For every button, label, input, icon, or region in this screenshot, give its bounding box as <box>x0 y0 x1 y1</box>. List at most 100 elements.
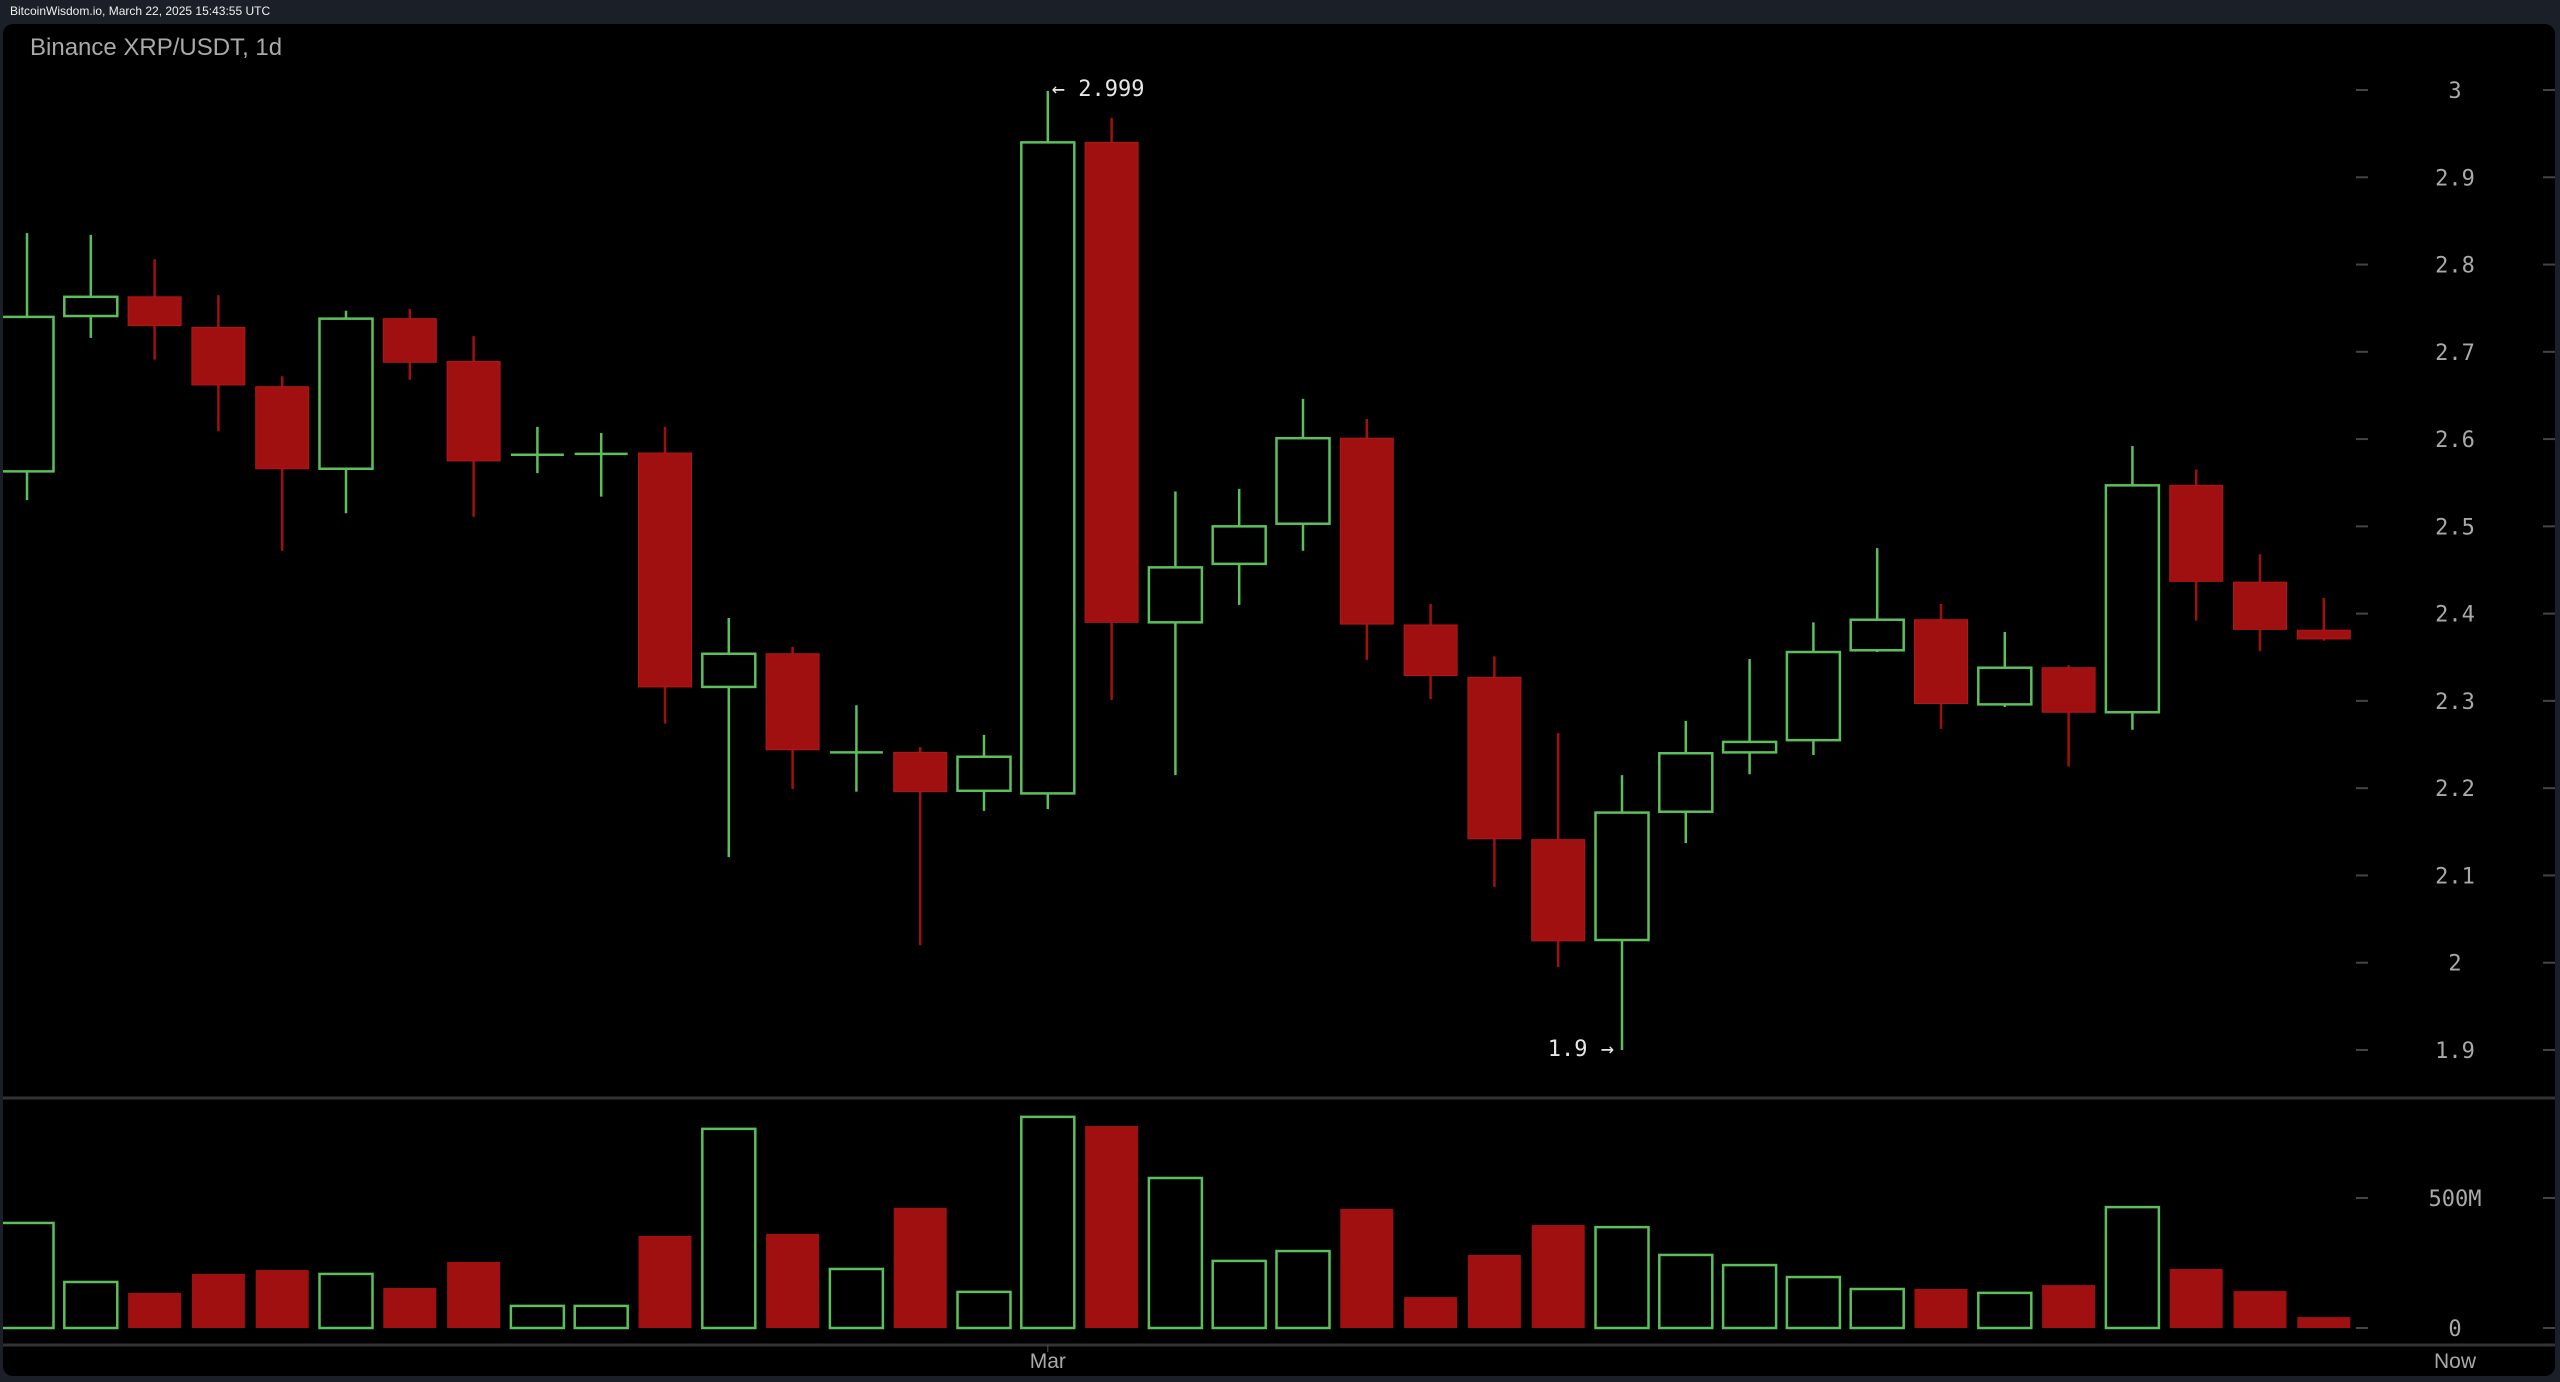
volume-bar <box>2104 1205 2161 1330</box>
volume-tick-label: 0 <box>2448 1317 2461 1342</box>
candle-body <box>1403 624 1458 677</box>
volume-bar <box>1275 1249 1331 1330</box>
x-label-mar: Mar <box>1030 1350 1066 1373</box>
candle-body <box>1147 566 1204 624</box>
chart-title: Binance XRP/USDT, 1d <box>30 34 283 61</box>
candle-body <box>1275 436 1331 525</box>
volume-bar <box>2297 1317 2351 1328</box>
candle <box>638 426 692 724</box>
volume-bar <box>383 1287 437 1328</box>
volume-bar <box>1467 1254 1521 1328</box>
volume-bar <box>1531 1225 1585 1328</box>
time-axis: Mar Now <box>1030 1345 2477 1373</box>
chart-grid <box>3 1096 2555 1347</box>
chart-annotations: ← 2.999 1.9 → <box>1052 77 1614 1062</box>
candle-body <box>446 360 501 462</box>
candle-body <box>1084 141 1139 623</box>
candle <box>829 705 883 792</box>
candle <box>701 617 757 858</box>
candle <box>1147 491 1204 776</box>
candle <box>574 432 628 497</box>
volume-bar <box>447 1261 501 1328</box>
price-tick-label: 2.7 <box>2435 341 2475 366</box>
candle-body <box>318 317 374 471</box>
candle-body <box>1977 666 2033 706</box>
candle-body <box>2296 629 2351 640</box>
volume-bar <box>1147 1176 1204 1330</box>
price-tick-label: 2.5 <box>2435 515 2475 540</box>
volume-bar <box>1404 1297 1458 1328</box>
candle-body <box>1467 676 1522 840</box>
volume-bar <box>1914 1289 1968 1328</box>
candle-body <box>1211 525 1267 566</box>
candle-body <box>3 315 55 473</box>
candlestick-chart: 3 2.9 2.8 2.7 2.6 2.5 2.4 2.3 2.2 2.1 2 1.9 500M 0 M… <box>3 77 2555 1373</box>
volume-bar <box>1085 1125 1139 1328</box>
candle-body <box>2233 581 2287 630</box>
candle <box>2041 665 2096 767</box>
volume-bar <box>1658 1253 1714 1330</box>
price-tick-label: 2.2 <box>2435 777 2475 802</box>
source-timestamp: BitcoinWisdom.io, March 22, 2025 15:43:5… <box>10 4 271 18</box>
candle-body <box>1594 811 1650 942</box>
candle-body <box>382 318 437 363</box>
candle <box>255 376 310 551</box>
volume-bar <box>128 1292 182 1328</box>
volume-bar <box>1020 1115 1076 1330</box>
candle <box>1211 488 1267 605</box>
volume-bar <box>1340 1208 1394 1328</box>
candle-body <box>127 296 182 327</box>
price-tick-label: 2 <box>2448 952 2461 977</box>
candle-body <box>1721 740 1778 754</box>
candle-body <box>255 386 310 470</box>
candle <box>1020 90 1076 810</box>
candle-body <box>1020 141 1076 795</box>
volume-bar <box>701 1127 757 1330</box>
volume-bar <box>1849 1287 1905 1330</box>
candle <box>191 295 246 432</box>
volume-bar <box>318 1272 374 1330</box>
price-tick-label: 2.9 <box>2435 166 2475 191</box>
price-tick-label: 2.4 <box>2435 603 2475 628</box>
volume-bar <box>2233 1291 2287 1328</box>
volume-bar <box>828 1267 885 1330</box>
candle <box>2104 446 2161 730</box>
candle <box>956 734 1012 811</box>
candle-body <box>1658 752 1714 813</box>
candle <box>1849 548 1905 653</box>
volume-tick-label: 500M <box>2429 1187 2482 1212</box>
volume-bars <box>3 1115 2351 1330</box>
candle <box>510 426 564 474</box>
volume-bar <box>1977 1291 2033 1330</box>
candle <box>1403 604 1458 700</box>
candle-body <box>701 652 757 689</box>
candle <box>2233 554 2287 652</box>
candle-body <box>2169 484 2224 582</box>
price-tick-label: 1.9 <box>2435 1039 2475 1064</box>
top-bar: BitcoinWisdom.io, March 22, 2025 15:43:5… <box>0 0 2560 24</box>
x-label-now: Now <box>2434 1350 2477 1373</box>
volume-bar <box>573 1304 629 1330</box>
candle <box>1467 656 1522 887</box>
price-tick-label: 2.3 <box>2435 690 2475 715</box>
volume-bar <box>3 1221 55 1330</box>
candle-body <box>1785 650 1842 742</box>
price-candles <box>3 90 2351 1050</box>
candle <box>2169 469 2224 621</box>
volume-axis: 500M 0 <box>2356 1187 2555 1342</box>
candle <box>63 234 119 338</box>
price-tick-label: 2.8 <box>2435 254 2475 279</box>
volume-bar <box>638 1235 692 1328</box>
candle-body <box>638 452 692 688</box>
candle <box>1339 419 1394 660</box>
volume-bar <box>2169 1268 2223 1328</box>
candle-body <box>2041 667 2096 713</box>
candle-body <box>956 755 1012 793</box>
candle <box>3 233 55 501</box>
candle <box>1594 775 1650 1050</box>
high-annotation: ← 2.999 <box>1052 77 1145 102</box>
candle <box>382 309 437 380</box>
volume-bar <box>1721 1263 1778 1330</box>
candle <box>1084 117 1139 701</box>
chart-panel: 3 2.9 2.8 2.7 2.6 2.5 2.4 2.3 2.2 2.1 2 1.9 500M 0 M… <box>3 24 2555 1376</box>
